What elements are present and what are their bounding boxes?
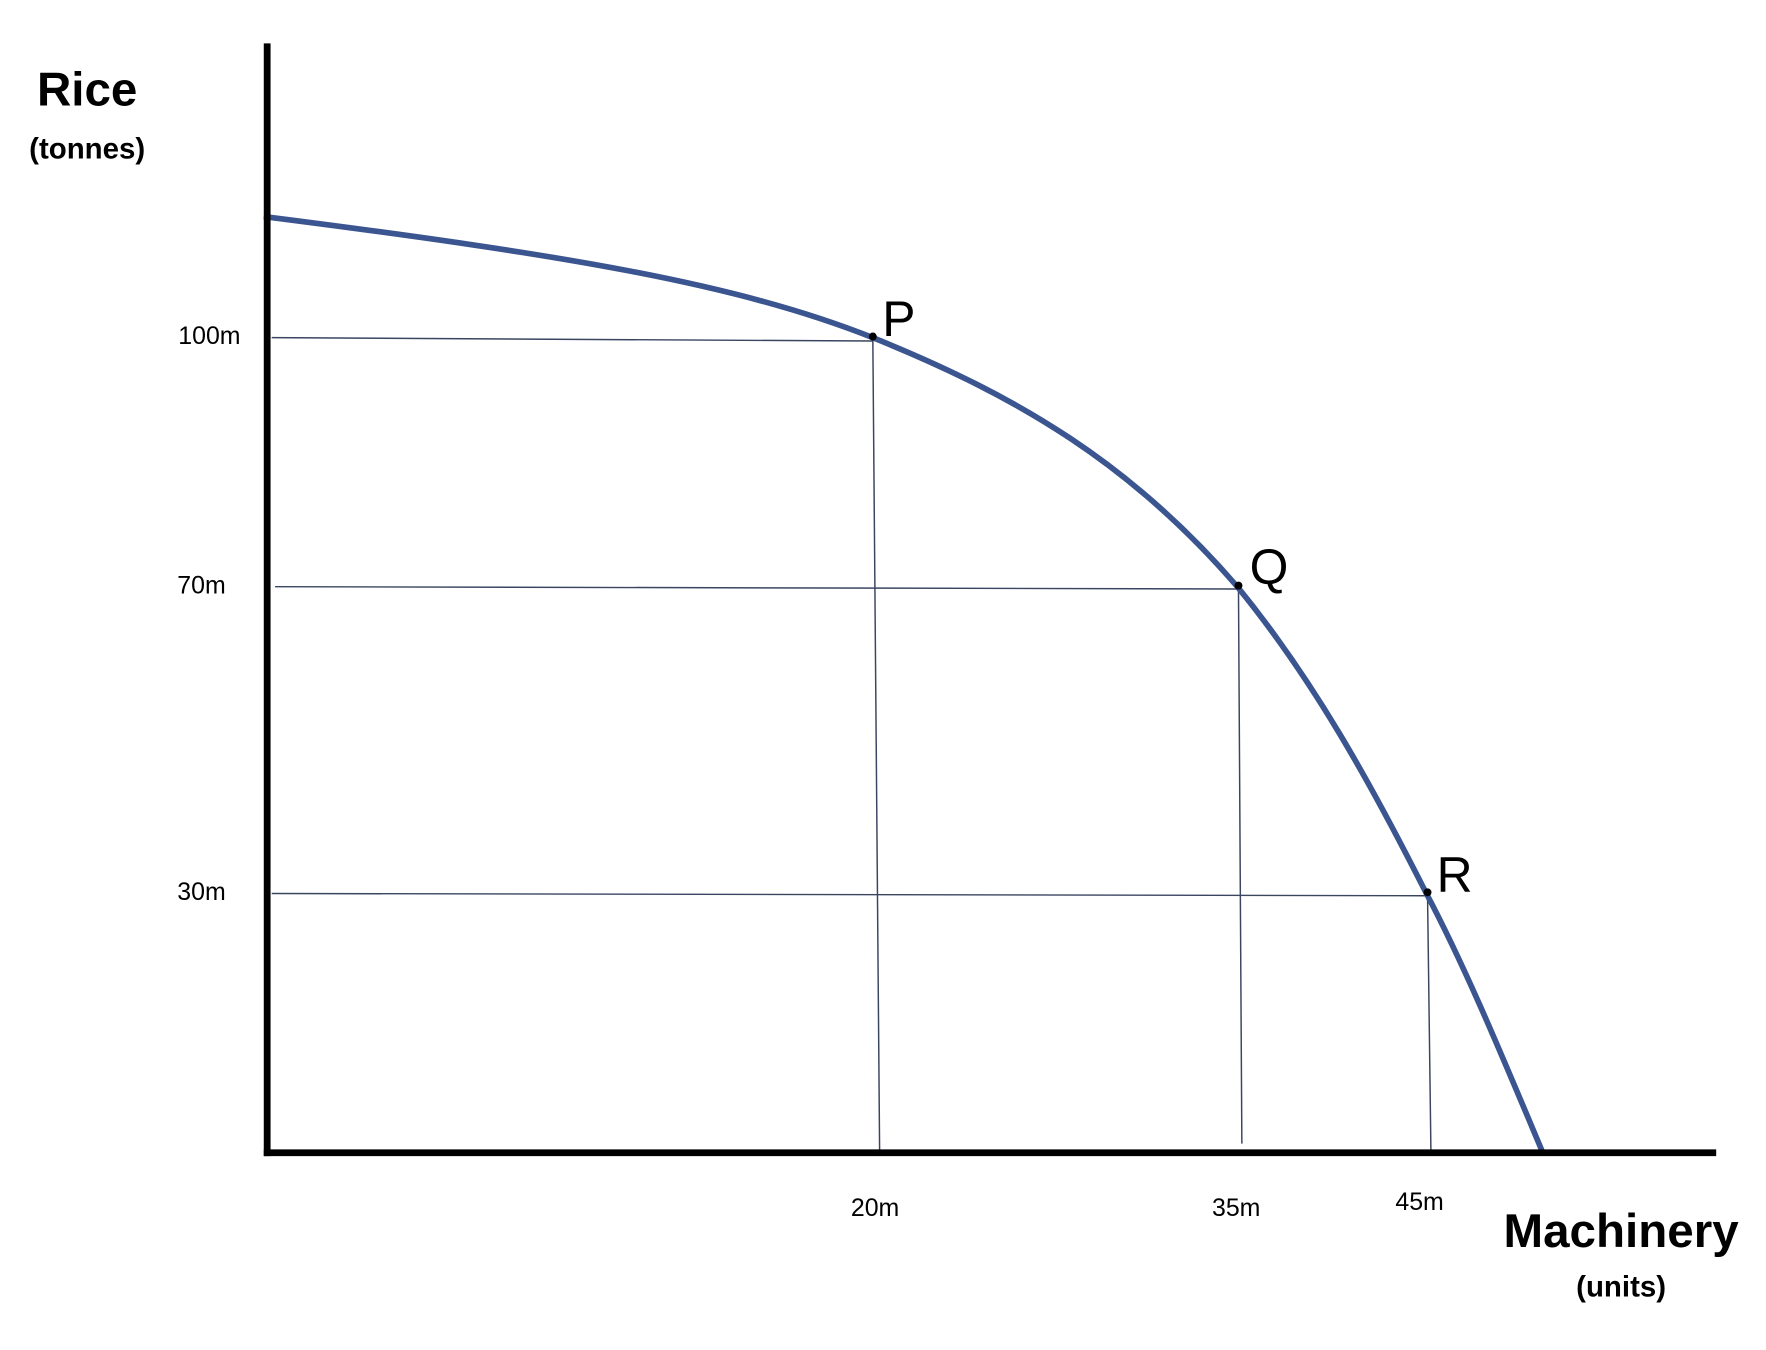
y-tick-label: 70m [177, 571, 225, 599]
x-tick-label: 20m [851, 1194, 899, 1222]
y-tick-label: 100m [178, 322, 240, 350]
guide-line [275, 585, 1238, 590]
y-axis-unit: (tonnes) [29, 133, 145, 166]
point-dot [1423, 888, 1432, 897]
x-tick-label: 45m [1395, 1188, 1443, 1216]
point-dot [1234, 581, 1243, 590]
guide-line [1426, 893, 1432, 1151]
point-dot [868, 332, 877, 341]
ppf-curve [263, 213, 1545, 1152]
y-tick-label: 30m [177, 878, 225, 906]
guide-line [271, 336, 873, 342]
point-label: Q [1250, 539, 1289, 595]
x-axis-unit: (units) [1576, 1270, 1666, 1303]
point-label: P [882, 291, 915, 347]
point-label: R [1437, 847, 1473, 903]
guide-line [271, 892, 1427, 897]
guide-line [872, 337, 881, 1151]
x-axis-title: Machinery [1504, 1205, 1740, 1258]
guide-line [1237, 586, 1243, 1144]
y-axis-title: Rice [37, 64, 137, 117]
x-tick-label: 35m [1212, 1194, 1260, 1222]
